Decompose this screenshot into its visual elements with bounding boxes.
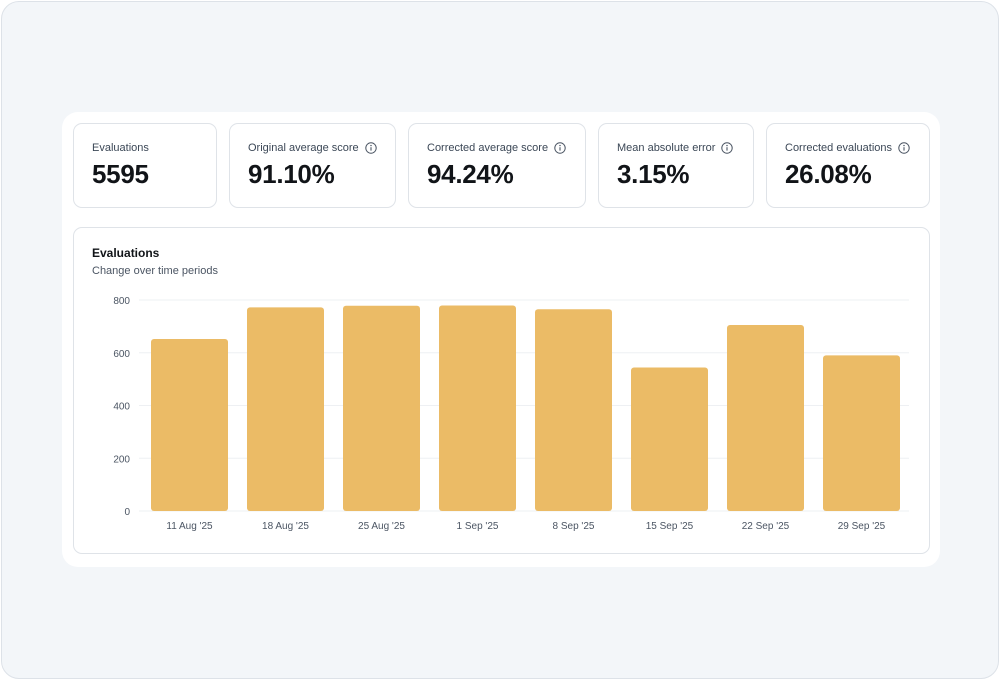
x-tick-label: 11 Aug '25 [166,521,213,532]
chart-title: Evaluations [92,246,160,260]
stat-value: 26.08% [785,159,872,189]
y-tick-label: 400 [113,402,130,413]
y-tick-label: 200 [113,454,130,465]
stat-card-corrected-evaluations: Corrected evaluations 26.08% [766,123,930,208]
evaluations-bar-chart: 0 200 400 600 800 11 Aug '25 18 Aug '25 25 Aug … [113,296,909,532]
stat-value: 91.10% [248,159,335,189]
bar [247,307,324,511]
bar [535,309,612,511]
stat-label: Corrected average score [427,142,585,154]
info-icon[interactable] [898,142,910,154]
stat-value: 5595 [92,159,149,189]
bar [727,325,804,511]
x-tick-label: 25 Aug '25 [358,521,405,532]
stat-card-evaluations: Evaluations 5595 [73,123,217,208]
x-tick-label: 29 Sep '25 [838,521,886,532]
info-icon[interactable] [364,142,377,154]
stat-label: Corrected evaluations [785,142,929,154]
y-tick-label: 800 [113,296,130,307]
y-tick-label: 0 [124,507,130,518]
chart-subtitle: Change over time periods [92,265,218,277]
stat-value: 94.24% [427,159,514,189]
stat-label: Mean absolute error [617,142,753,154]
stat-label: Evaluations [92,142,149,154]
bar [439,305,516,511]
y-tick-label: 600 [113,349,130,360]
x-tick-label: 22 Sep '25 [742,521,790,532]
stat-card-original-average-score: Original average score 91.10% [229,123,396,208]
stat-card-mean-absolute-error: Mean absolute error 3.15% [598,123,754,208]
stat-value: 3.15% [617,159,690,189]
x-tick-label: 18 Aug '25 [262,521,309,532]
stat-label: Original average score [248,142,395,154]
bar [343,305,420,511]
info-icon[interactable] [554,142,566,154]
bar [631,367,708,511]
x-tick-label: 15 Sep '25 [646,521,694,532]
bar [823,355,900,511]
evaluations-chart-card: Evaluations Change over time periods 0 20… [73,227,930,554]
stat-card-corrected-average-score: Corrected average score 94.24% [408,123,586,208]
x-tick-label: 1 Sep '25 [457,521,499,532]
info-icon[interactable] [721,142,734,154]
bar [151,339,228,511]
x-tick-label: 8 Sep '25 [553,521,595,532]
